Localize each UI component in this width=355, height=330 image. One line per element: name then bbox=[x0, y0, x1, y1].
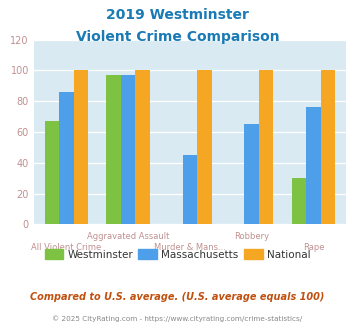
Bar bbox=[259, 70, 273, 224]
Bar bbox=[121, 75, 136, 224]
Bar bbox=[59, 92, 74, 224]
Text: Rape: Rape bbox=[303, 243, 324, 252]
Bar bbox=[74, 70, 88, 224]
Text: Aggravated Assault: Aggravated Assault bbox=[87, 232, 169, 241]
Text: 2019 Westminster: 2019 Westminster bbox=[106, 8, 249, 22]
Bar bbox=[292, 178, 306, 224]
Bar bbox=[183, 155, 197, 224]
Text: All Violent Crime: All Violent Crime bbox=[31, 243, 102, 252]
Bar bbox=[321, 70, 335, 224]
Text: Murder & Mans...: Murder & Mans... bbox=[154, 243, 226, 252]
Legend: Westminster, Massachusetts, National: Westminster, Massachusetts, National bbox=[40, 245, 315, 264]
Text: © 2025 CityRating.com - https://www.cityrating.com/crime-statistics/: © 2025 CityRating.com - https://www.city… bbox=[53, 315, 302, 322]
Text: Robbery: Robbery bbox=[234, 232, 269, 241]
Bar bbox=[106, 75, 121, 224]
Bar bbox=[45, 121, 59, 224]
Bar bbox=[244, 124, 259, 224]
Text: Violent Crime Comparison: Violent Crime Comparison bbox=[76, 30, 279, 44]
Bar bbox=[136, 70, 150, 224]
Bar bbox=[306, 107, 321, 224]
Bar bbox=[197, 70, 212, 224]
Text: Compared to U.S. average. (U.S. average equals 100): Compared to U.S. average. (U.S. average … bbox=[30, 292, 325, 302]
